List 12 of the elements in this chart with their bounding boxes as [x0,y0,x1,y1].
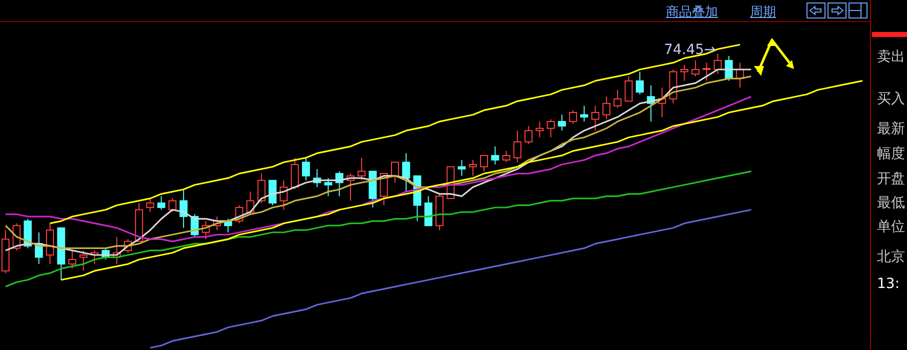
text: 最低 [877,194,905,212]
text: 13: [877,276,900,292]
text: 幅度 [877,145,905,163]
text: 最新 [877,120,905,138]
text: 买入 [877,90,905,108]
text: 开盘 [877,170,905,188]
text: 商品叠加 [666,4,718,21]
text: 卖出 [877,48,905,66]
text: 周期 [750,4,776,21]
text: 单位 [877,218,905,236]
annotation: 74.45→ [664,42,716,58]
text: 北京 [877,248,905,266]
